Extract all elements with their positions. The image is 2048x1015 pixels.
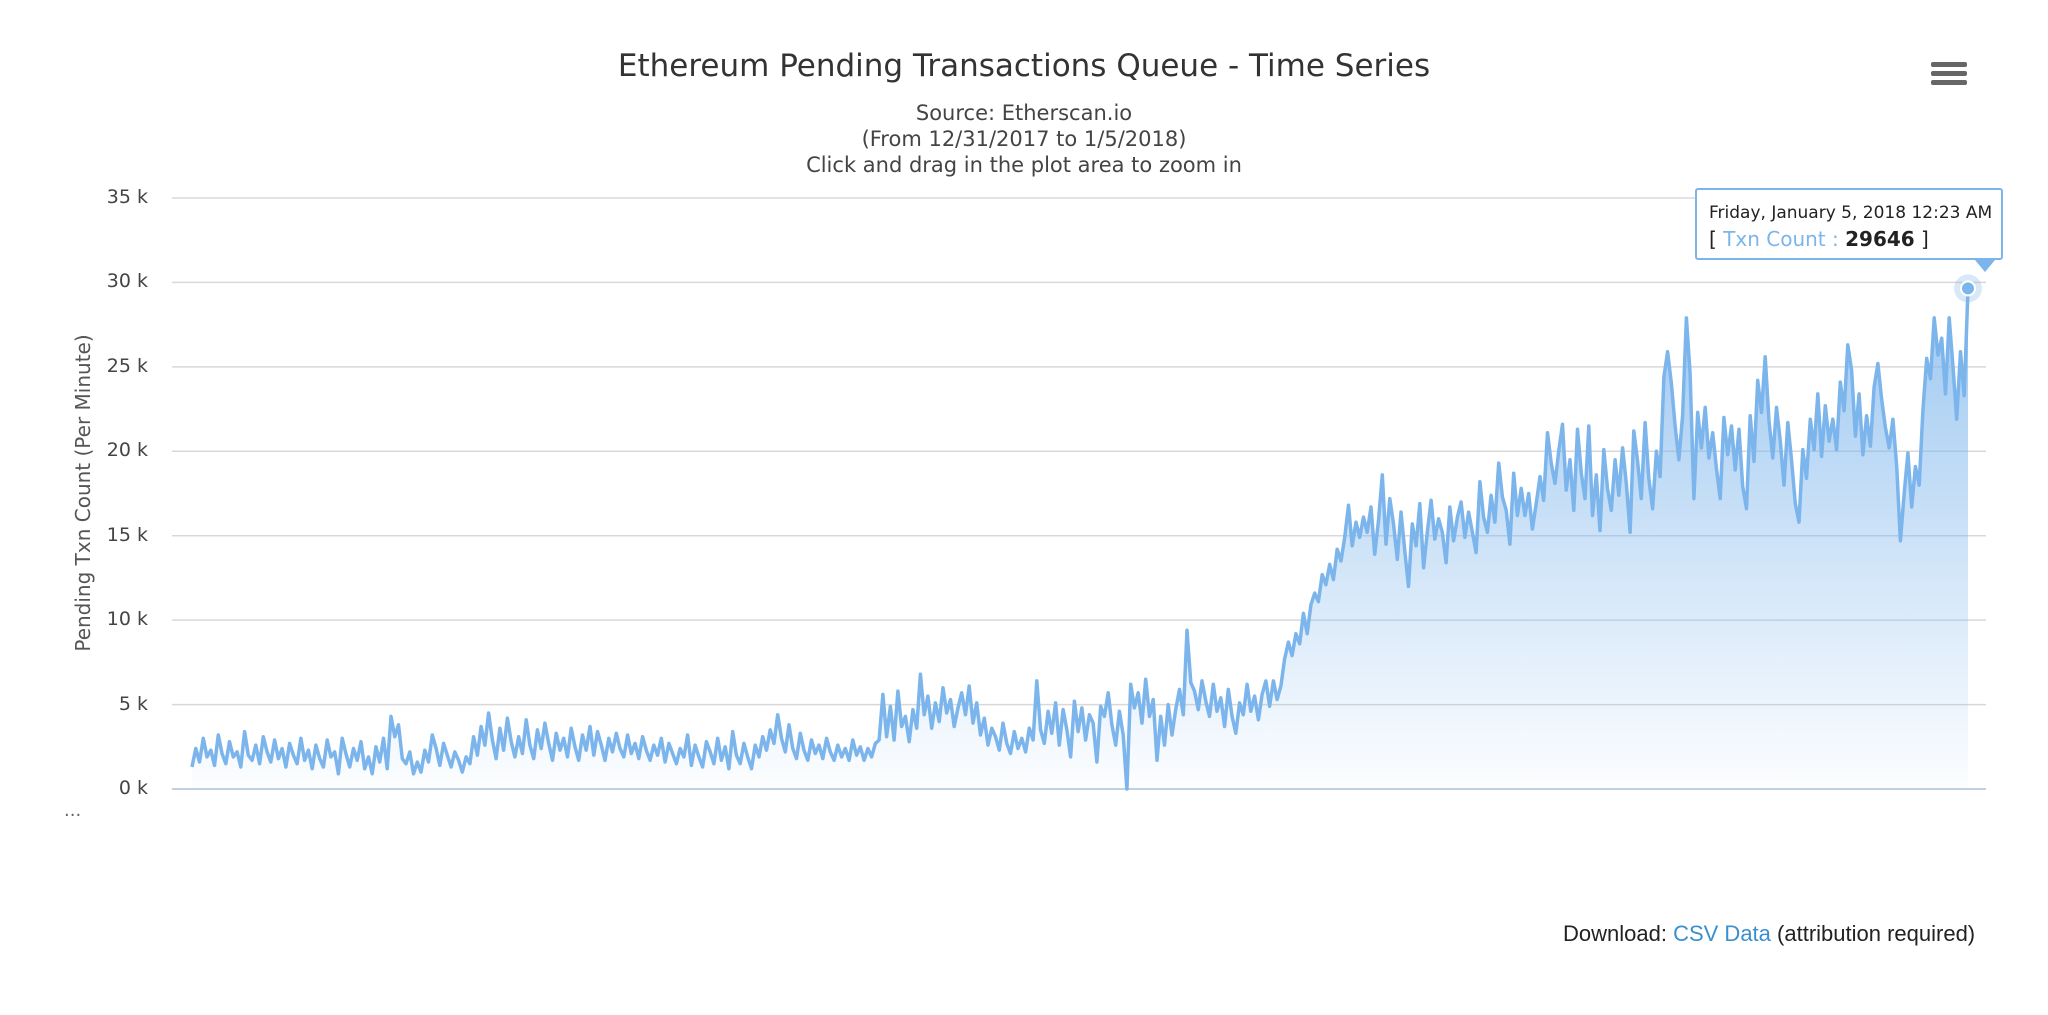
csv-download-link[interactable]: CSV Data [1673, 921, 1771, 946]
chart-title: Ethereum Pending Transactions Queue - Ti… [617, 48, 1431, 84]
axis-ellipsis: ... [64, 800, 82, 821]
y-tick-label: 30 k [106, 270, 148, 293]
tooltip-date: Friday, January 5, 2018 12:23 AM [1709, 203, 1993, 223]
y-tick-label: 35 k [106, 186, 148, 208]
tooltip-line: [ Txn Count : 29646 ] [1709, 227, 1929, 251]
series-line-txn-count[interactable] [190, 288, 1970, 791]
chart-subtitle-source: Source: Etherscan.io [915, 101, 1133, 125]
chart-subtitle-range: (From 12/31/2017 to 1/5/2018) [861, 127, 1187, 151]
tooltip-value: 29646 [1845, 227, 1915, 251]
chart-subtitle-hint: Click and drag in the plot area to zoom … [806, 153, 1242, 177]
download-prefix: Download: [1563, 921, 1667, 946]
download-suffix: (attribution required) [1777, 921, 1976, 946]
tooltip-series-label: Txn Count [1723, 227, 1826, 251]
tooltip: Friday, January 5, 2018 12:23 AM [ Txn C… [1695, 188, 2003, 272]
y-tick-label: 20 k [106, 439, 148, 462]
y-tick-label: 10 k [106, 608, 148, 631]
y-tick-label: 15 k [106, 523, 148, 546]
y-tick-label: 25 k [106, 354, 148, 377]
y-tick-label: 0 k [118, 777, 148, 799]
hamburger-menu-icon[interactable] [1931, 62, 1967, 94]
y-tick-label: 5 k [118, 692, 148, 715]
download-bar: Download: CSV Data (attribution required… [1563, 921, 1975, 947]
hover-point[interactable] [1960, 280, 1976, 297]
series-area-fill [192, 288, 1968, 789]
y-axis-title: Pending Txn Count (Per Minute) [71, 334, 95, 652]
